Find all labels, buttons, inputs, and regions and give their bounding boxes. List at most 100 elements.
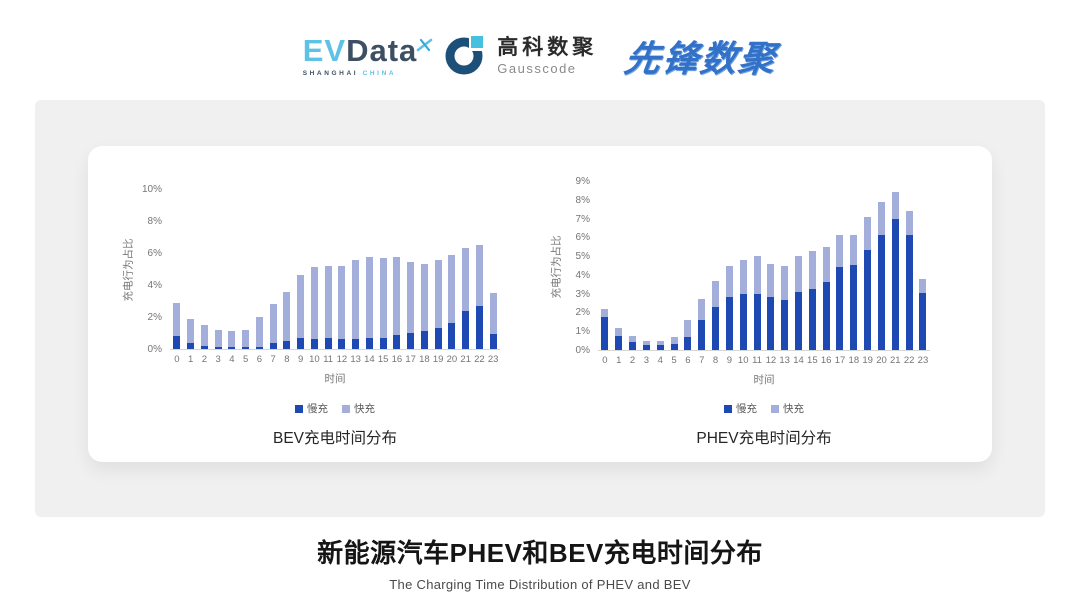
bar-slow-segment xyxy=(905,235,913,350)
x-tick-label: 16 xyxy=(820,355,832,366)
bar-slot xyxy=(778,182,792,350)
stacked-bar xyxy=(808,251,816,350)
stacked-bar xyxy=(187,318,195,349)
x-tick-label: 19 xyxy=(432,354,444,365)
bar-fast-segment xyxy=(228,331,236,348)
x-tick-label: 4 xyxy=(229,354,235,365)
bar-slow-segment xyxy=(822,282,830,350)
x-tick-label: 11 xyxy=(323,354,334,365)
stacked-bar xyxy=(725,265,733,350)
bar-fast-segment xyxy=(629,335,637,342)
bar-slot xyxy=(819,182,833,350)
x-tick-label: 15 xyxy=(807,355,818,366)
x-tick-label: 23 xyxy=(487,354,499,365)
legend-swatch-icon xyxy=(771,404,779,413)
bar-slow-segment xyxy=(615,335,623,350)
stacked-bar xyxy=(864,216,872,350)
y-tick-label: 2% xyxy=(147,312,162,323)
bar-fast-segment xyxy=(489,293,497,334)
bar-slot xyxy=(722,182,736,350)
bar-fast-segment xyxy=(242,329,250,348)
y-tick-label: 10% xyxy=(141,184,162,195)
bar-slot xyxy=(363,190,377,349)
stacked-bar xyxy=(615,328,623,350)
stacked-bar xyxy=(712,281,720,350)
x-tick-label: 22 xyxy=(474,354,485,365)
bar-slot xyxy=(486,190,500,349)
bar-fast-segment xyxy=(795,256,802,292)
bar-fast-segment xyxy=(822,246,830,283)
y-tick-label: 8% xyxy=(147,216,162,227)
bar-slot xyxy=(239,190,253,349)
bar-slow-segment xyxy=(283,341,291,349)
bar-fast-segment xyxy=(905,211,913,236)
stacked-bar xyxy=(767,263,775,350)
bar-fast-segment xyxy=(200,325,208,346)
bar-slow-segment xyxy=(698,319,706,350)
stacked-bar xyxy=(698,299,706,350)
bar-slow-segment xyxy=(228,347,236,349)
x-tick-label: 7 xyxy=(699,355,705,366)
bar-slot xyxy=(612,182,626,350)
x-tick-label: 7 xyxy=(270,354,276,365)
stacked-bar xyxy=(656,340,664,350)
chart-legend: 慢充 快充 xyxy=(170,401,500,416)
bar-slot xyxy=(308,190,322,349)
x-tick-label: 0 xyxy=(602,355,608,366)
x-tick-label: 18 xyxy=(848,355,860,366)
evdata-sub-china: CHINA xyxy=(362,70,397,77)
bar-fast-segment xyxy=(725,265,733,298)
bar-fast-segment xyxy=(352,260,360,340)
y-tick-label: 5% xyxy=(575,251,590,263)
stacked-bar xyxy=(642,340,650,350)
bar-slow-segment xyxy=(407,333,415,349)
y-tick-label: 0% xyxy=(147,344,162,355)
bar-slow-segment xyxy=(891,218,899,350)
gausscode-en: Gausscode xyxy=(497,60,577,76)
legend-label: 快充 xyxy=(783,403,804,415)
y-tick-label: 2% xyxy=(575,307,590,319)
stacked-bar xyxy=(434,260,442,349)
bar-slot xyxy=(833,182,847,350)
stacked-bar xyxy=(753,256,761,350)
bar-slot xyxy=(198,190,212,349)
bar-slot xyxy=(404,190,418,349)
bar-slot xyxy=(445,190,459,349)
stacked-bar xyxy=(379,257,387,349)
legend-swatch-icon xyxy=(724,404,732,413)
stacked-bar xyxy=(670,336,678,350)
stacked-bar xyxy=(393,257,401,349)
bar-slow-segment xyxy=(489,333,497,349)
legend-item: 慢充 xyxy=(295,401,328,416)
logo-header: EVData SHANGHAI CHINA xyxy=(0,24,1080,88)
x-tick-label: 9 xyxy=(297,354,304,365)
stacked-bar xyxy=(475,245,483,349)
stacked-bar xyxy=(420,264,428,349)
y-tick-label: 7% xyxy=(575,213,590,225)
bar-slot xyxy=(736,182,750,350)
y-tick-label: 4% xyxy=(575,269,590,281)
bar-slow-segment xyxy=(877,234,885,350)
y-tick-label: 9% xyxy=(575,176,590,187)
bar-slow-segment xyxy=(767,297,775,350)
bar-slow-segment xyxy=(753,293,761,350)
y-tick-label: 8% xyxy=(575,194,590,206)
x-tick-label: 22 xyxy=(903,355,915,366)
bar-slow-segment xyxy=(864,249,872,350)
bar-fast-segment xyxy=(712,281,720,307)
bar-fast-segment xyxy=(214,329,222,348)
x-tick-label: 9 xyxy=(726,355,733,366)
bar-fast-segment xyxy=(255,317,263,347)
y-tick-label: 4% xyxy=(147,280,162,291)
bar-fast-segment xyxy=(781,265,789,301)
bar-fast-segment xyxy=(407,261,415,333)
stacked-bar xyxy=(297,275,305,349)
bar-slow-segment xyxy=(808,288,816,350)
plot-area xyxy=(170,190,500,350)
main-subtitle: The Charging Time Distribution of PHEV a… xyxy=(389,577,691,592)
bar-slow-segment xyxy=(297,337,305,349)
stacked-bar xyxy=(462,248,470,349)
evdata-wordmark: EVData xyxy=(303,35,433,66)
stacked-bar xyxy=(283,292,291,349)
bar-fast-segment xyxy=(642,340,650,346)
